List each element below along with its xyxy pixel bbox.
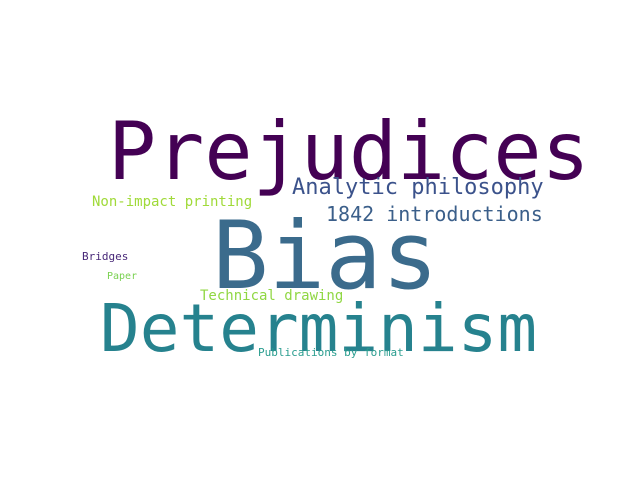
word-analytic-philosophy: Analytic philosophy	[292, 175, 544, 200]
word-bridges: Bridges	[82, 250, 129, 263]
word-bias: Bias	[212, 202, 439, 311]
word-publications-by-format: Publications by format	[258, 346, 404, 359]
word-technical-drawing: Technical drawing	[200, 288, 344, 304]
word-determinism: Determinism	[100, 290, 538, 367]
word-1842-introductions: 1842 introductions	[326, 202, 543, 226]
word-prejudices: Prejudices	[108, 105, 590, 198]
word-paper: Paper	[107, 271, 138, 282]
word-non-impact-printing: Non-impact printing	[92, 194, 253, 210]
